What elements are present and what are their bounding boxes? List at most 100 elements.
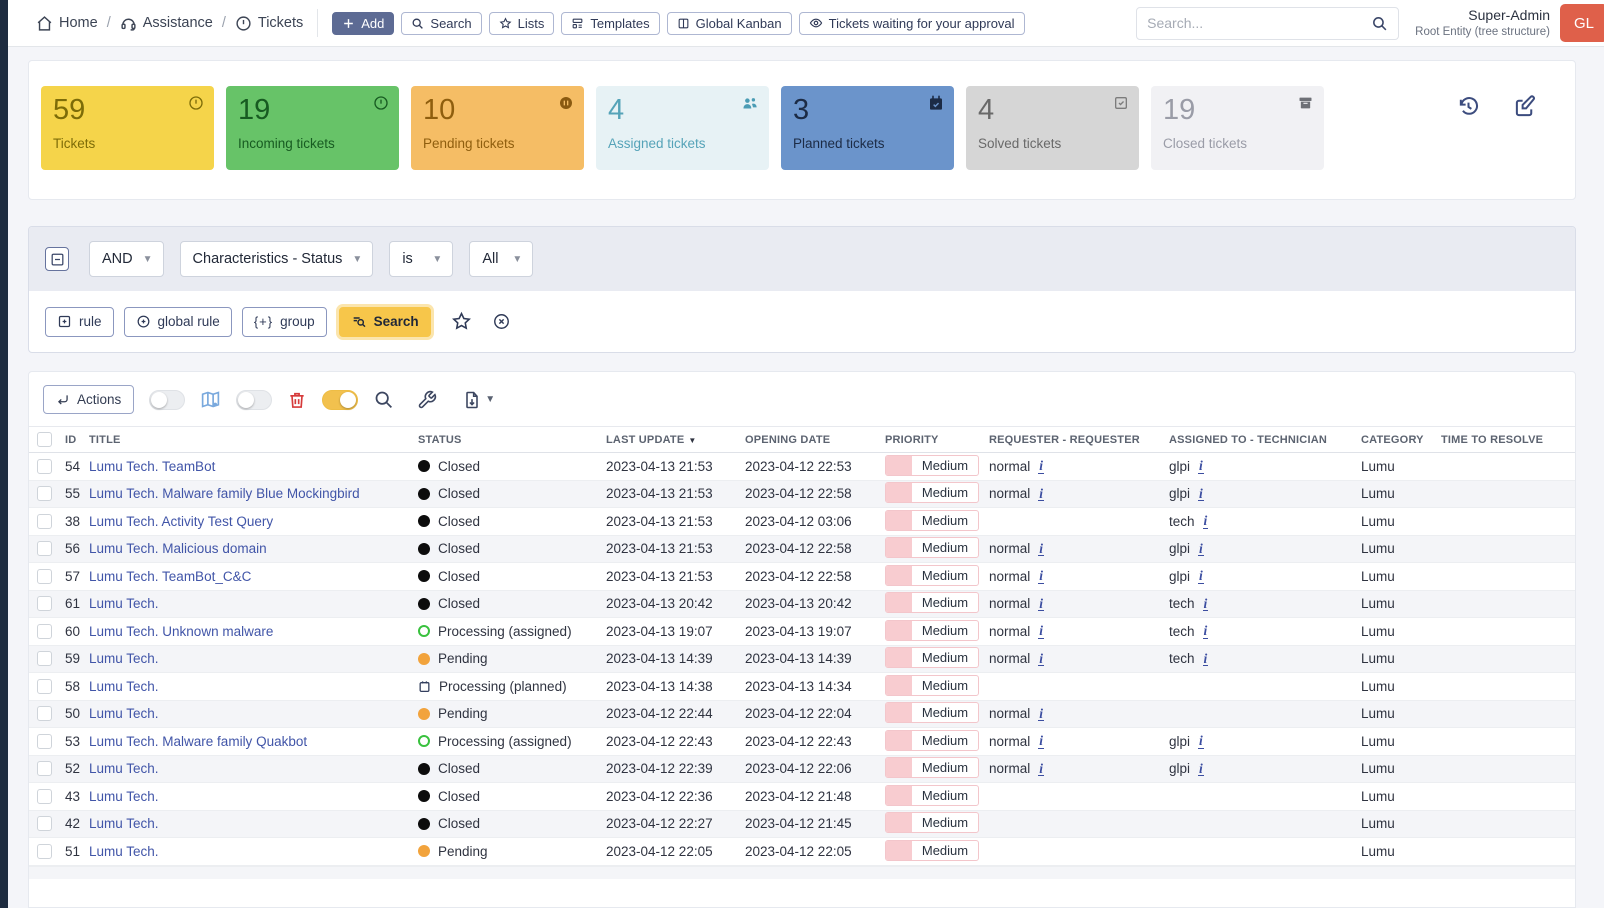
ticket-link[interactable]: Lumu Tech. [89,678,159,694]
add-group-button[interactable]: {+} group [241,306,327,337]
info-icon[interactable]: i [1202,595,1209,611]
search-filter-toggle[interactable] [322,389,359,410]
card-planned-tickets[interactable]: 3 Planned tickets [781,86,954,170]
column-header-title[interactable]: TITLE [89,433,121,446]
info-icon[interactable]: i [1038,595,1045,611]
info-icon[interactable]: i [1198,760,1204,776]
row-checkbox[interactable] [37,651,52,667]
ticket-link[interactable]: Lumu Tech. [89,761,159,777]
row-checkbox[interactable] [37,541,52,557]
export-file-icon[interactable] [462,390,482,410]
ticket-link[interactable]: Lumu Tech. Activity Test Query [89,513,274,529]
wrench-icon[interactable] [417,390,437,410]
row-checkbox[interactable] [37,843,52,859]
select-all-checkbox[interactable] [37,432,52,447]
add-button[interactable]: Add [332,11,395,35]
row-checkbox[interactable] [37,706,52,722]
info-icon[interactable]: i [1038,760,1045,776]
row-checkbox[interactable] [37,678,52,694]
column-header-id[interactable]: ID [65,433,77,446]
add-rule-button[interactable]: rule [45,306,114,337]
deleted-toggle[interactable] [236,389,273,410]
criteria-search-button[interactable]: Search [338,306,431,337]
user-info[interactable]: Super-Admin Root Entity (tree structure) [1415,7,1550,39]
criteria-value-select[interactable]: All ▼ [469,241,534,277]
ticket-link[interactable]: Lumu Tech. [89,706,159,722]
ticket-link[interactable]: Lumu Tech. TeamBot_C&C [89,568,252,584]
row-checkbox[interactable] [37,623,52,639]
map-view-toggle[interactable] [149,389,186,410]
row-checkbox[interactable] [37,458,52,474]
row-checkbox[interactable] [37,596,52,612]
row-checkbox[interactable] [37,513,52,529]
column-header-priority[interactable]: PRIORITY [885,433,939,446]
ticket-link[interactable]: Lumu Tech. Malware family Quakbot [89,733,308,749]
card-tickets[interactable]: 59 Tickets [41,86,214,170]
chevron-down-icon[interactable]: ▼ [485,394,496,405]
ticket-link[interactable]: Lumu Tech. TeamBot [89,458,216,474]
column-header-ttr[interactable]: TIME TO RESOLVE [1441,433,1544,446]
column-header-category[interactable]: CATEGORY [1361,433,1424,446]
card-assigned-tickets[interactable]: 4 Assigned tickets [596,86,769,170]
bookmark-star-icon[interactable] [451,311,472,332]
info-icon[interactable]: i [1038,650,1045,666]
lists-button[interactable]: Lists [488,11,555,35]
column-header-assigned[interactable]: ASSIGNED TO - TECHNICIAN [1169,433,1327,446]
info-icon[interactable]: i [1198,540,1204,556]
info-icon[interactable]: i [1202,513,1209,529]
avatar[interactable]: GL [1560,4,1604,42]
info-icon[interactable]: i [1202,623,1209,639]
info-icon[interactable]: i [1038,458,1045,474]
info-icon[interactable]: i [1038,623,1045,639]
edit-icon[interactable] [1514,95,1537,118]
search-button[interactable]: Search [401,11,482,35]
info-icon[interactable]: i [1198,458,1204,474]
row-checkbox[interactable] [37,816,52,832]
column-header-requester[interactable]: REQUESTER - REQUESTER [989,433,1140,446]
breadcrumb-assistance[interactable]: Assistance [120,15,213,32]
info-icon[interactable]: i [1038,568,1045,584]
row-checkbox[interactable] [37,568,52,584]
ticket-link[interactable]: Lumu Tech. [89,596,159,612]
global-search-input[interactable] [1147,15,1372,31]
ticket-link[interactable]: Lumu Tech. [89,843,159,859]
sidebar-edge[interactable] [0,0,8,908]
card-closed-tickets[interactable]: 19 Closed tickets [1151,86,1324,170]
row-checkbox[interactable] [37,761,52,777]
templates-button[interactable]: Templates [561,11,660,35]
info-icon[interactable]: i [1038,485,1045,501]
column-header-status[interactable]: STATUS [418,433,462,446]
card-pending-tickets[interactable]: 10 Pending tickets [411,86,584,170]
search-icon[interactable] [1371,15,1388,32]
info-icon[interactable]: i [1198,568,1204,584]
magnifier-icon[interactable] [373,389,394,410]
criteria-field-select[interactable]: Characteristics - Status ▼ [179,241,374,277]
info-icon[interactable]: i [1198,485,1204,501]
column-header-last_update[interactable]: LAST UPDATE ▼ [606,433,697,446]
actions-button[interactable]: Actions [43,385,135,414]
ticket-link[interactable]: Lumu Tech. [89,651,159,667]
row-checkbox[interactable] [37,788,52,804]
ticket-link[interactable]: Lumu Tech. Unknown malware [89,623,274,639]
ticket-link[interactable]: Lumu Tech. Malicious domain [89,541,267,557]
global-kanban-button[interactable]: Global Kanban [666,11,792,35]
card-solved-tickets[interactable]: 4 Solved tickets [966,86,1139,170]
info-icon[interactable]: i [1038,540,1045,556]
history-icon[interactable] [1457,95,1480,118]
tickets-approval-button[interactable]: Tickets waiting for your approval [798,11,1025,35]
info-icon[interactable]: i [1202,650,1209,666]
info-icon[interactable]: i [1198,733,1204,749]
add-global-rule-button[interactable]: global rule [123,306,232,337]
card-incoming-tickets[interactable]: 19 Incoming tickets [226,86,399,170]
row-checkbox[interactable] [37,486,52,502]
info-icon[interactable]: i [1038,705,1045,721]
map-icon[interactable] [200,389,221,410]
reset-circle-x-icon[interactable] [492,312,511,331]
trash-icon[interactable] [287,390,307,410]
ticket-link[interactable]: Lumu Tech. Malware family Blue Mockingbi… [89,486,360,502]
info-icon[interactable]: i [1038,733,1045,749]
breadcrumb-tickets[interactable]: Tickets [235,15,303,32]
row-checkbox[interactable] [37,733,52,749]
logic-operator-select[interactable]: AND ▼ [89,241,164,277]
criteria-operator-select[interactable]: is ▼ [389,241,454,277]
